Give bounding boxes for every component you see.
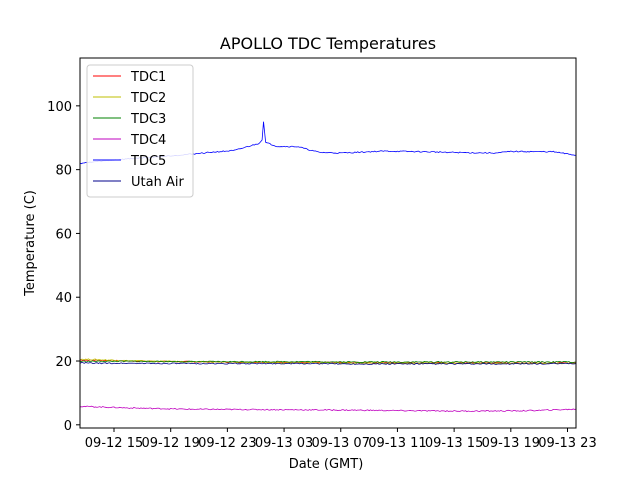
legend-box	[86, 64, 194, 198]
x-tick-label: 09-12 23	[198, 436, 256, 451]
legend-item-tdc4[interactable]: TDC4	[93, 133, 166, 148]
legend-label: TDC2	[130, 91, 166, 106]
chart-title: APOLLO TDC Temperatures	[220, 34, 436, 53]
y-tick-label: 0	[64, 419, 72, 434]
legend-item-tdc3[interactable]: TDC3	[93, 112, 166, 127]
x-tick-label: 09-13 07	[312, 436, 370, 451]
legend-item-tdc5[interactable]: TDC5	[93, 154, 166, 169]
y-tick-label: 20	[55, 355, 72, 370]
series-line-tdc3	[80, 360, 576, 363]
y-tick-label: 40	[55, 291, 72, 306]
x-axis-label: Date (GMT)	[289, 457, 364, 472]
y-tick-label: 100	[47, 100, 72, 115]
legend-label: TDC3	[130, 112, 166, 127]
legend-label: Utah Air	[131, 175, 184, 190]
x-tick-label: 09-13 11	[368, 436, 426, 451]
y-tick-label: 80	[55, 164, 72, 179]
legend-label: TDC1	[130, 70, 166, 85]
x-tick-label: 09-12 15	[85, 436, 143, 451]
series-layer	[80, 121, 576, 413]
legend-label: TDC5	[130, 154, 166, 169]
x-tick-label: 09-12 19	[141, 436, 199, 451]
legend-label: TDC4	[130, 133, 166, 148]
legend[interactable]: TDC1 TDC2 TDC3 TDC4 TDC5 Utah Air	[86, 64, 194, 198]
series-line-utah-air	[80, 362, 576, 365]
y-tick-label: 60	[55, 227, 72, 242]
legend-item-utah-air[interactable]: Utah Air	[93, 175, 184, 190]
y-axis-label: Temperature (C)	[23, 190, 38, 297]
legend-item-tdc2[interactable]: TDC2	[93, 91, 166, 106]
x-tick-label: 09-13 23	[538, 436, 596, 451]
series-line-tdc4	[80, 405, 576, 413]
y-axis: 0 20 40 60 80 100	[47, 100, 80, 434]
x-tick-label: 09-13 15	[425, 436, 483, 451]
x-tick-label: 09-13 19	[482, 436, 540, 451]
x-tick-label: 09-13 03	[255, 436, 313, 451]
legend-item-tdc1[interactable]: TDC1	[93, 70, 166, 85]
plot-frame	[79, 57, 577, 429]
